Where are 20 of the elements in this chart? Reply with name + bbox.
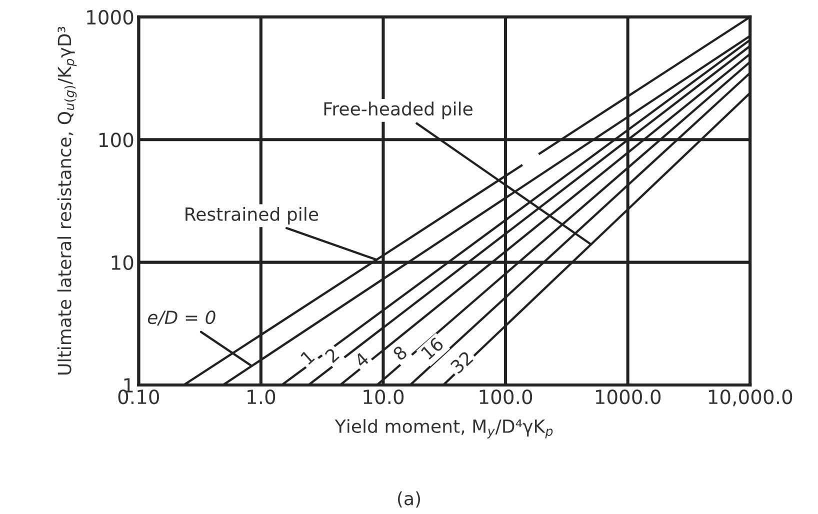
x-tick-label: 1.0 — [248, 389, 276, 404]
y-tick-label: 100 — [100, 132, 134, 148]
x-tick-label: 100.0 — [480, 389, 532, 404]
annotation: 4 — [354, 352, 370, 368]
annotation: 32 — [450, 350, 474, 374]
x-tick-label: 10,000.0 — [708, 389, 792, 406]
annotation: 8 — [392, 344, 408, 362]
annotation: 2 — [324, 348, 340, 364]
y-tick-label: 10 — [112, 255, 134, 270]
annotation: 16 — [420, 336, 444, 360]
y-axis-title: Ultimate lateral resistance, Q$_{u(g)}$/K$_{p}$γD³ — [57, 26, 77, 374]
x-axis-title: Yield moment, M$_{y}$/D⁴γK$_{p}$ — [334, 419, 553, 438]
y-tick-label: 1000 — [87, 10, 134, 25]
annotation: e/D = 0 — [148, 310, 216, 326]
annotation: 1 — [300, 350, 315, 365]
annotation: Free-headed pile — [324, 102, 472, 120]
annotation: Restrained pile — [186, 206, 318, 224]
text: (a) — [398, 491, 420, 508]
x-tick-label: 10.0 — [364, 389, 404, 404]
x-tick-label: 1000.0 — [596, 389, 661, 404]
